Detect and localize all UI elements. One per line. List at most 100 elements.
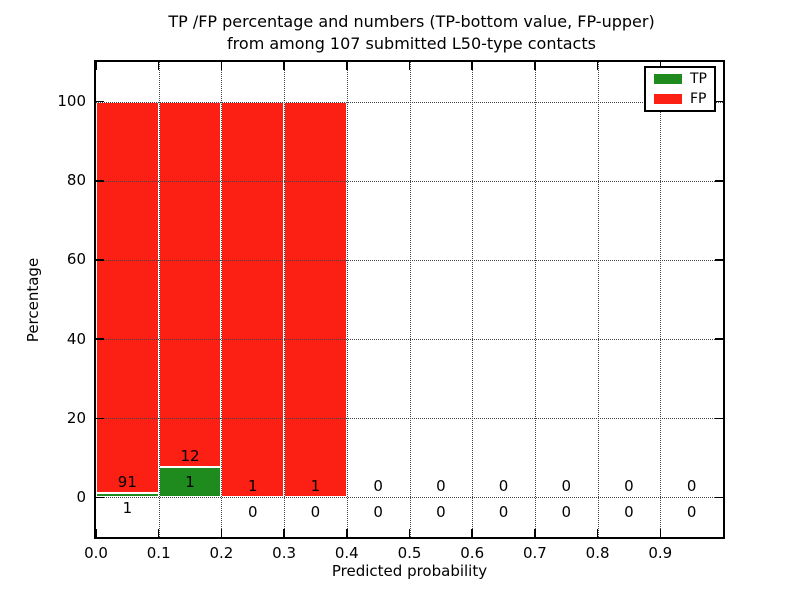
x-tick-mark-top	[95, 62, 97, 70]
chart-title-line1: TP /FP percentage and numbers (TP-bottom…	[168, 12, 655, 31]
tp-color-swatch	[654, 74, 682, 84]
gridline-y	[96, 101, 723, 103]
chart-title: TP /FP percentage and numbers (TP-bottom…	[96, 11, 727, 55]
y-tick-mark-right	[715, 259, 723, 261]
bar-fp-segment	[158, 101, 222, 467]
x-tick-label: 0.1	[146, 544, 171, 562]
x-tick-mark-top	[220, 62, 223, 70]
x-tick-mark	[95, 529, 97, 537]
fp-count-label: 0	[498, 477, 509, 496]
chart-title-line2: from among 107 submitted L50-type contac…	[227, 34, 596, 53]
fp-color-swatch	[654, 94, 682, 104]
legend: TP FP	[644, 66, 716, 112]
gridline-x	[346, 62, 348, 537]
gridline-x	[660, 62, 662, 537]
fp-count-label: 1	[247, 477, 258, 496]
y-tick-label: 100	[57, 92, 86, 111]
y-tick-mark	[96, 100, 104, 103]
y-tick-mark	[96, 259, 104, 261]
y-tick-mark-right	[715, 496, 723, 499]
fp-count-label: 0	[624, 477, 634, 496]
y-tick-label: 0	[76, 487, 86, 506]
x-tick-mark	[283, 529, 285, 537]
gridline-x	[221, 62, 223, 537]
y-tick-mark-right	[715, 417, 723, 419]
gridline-y	[96, 180, 723, 182]
x-tick-label: 0.4	[334, 544, 359, 562]
fp-count-label: 12	[180, 446, 200, 465]
x-tick-label: 0.5	[397, 544, 422, 562]
gridline-x	[597, 62, 599, 537]
y-tick-mark-right	[715, 338, 723, 340]
x-tick-mark	[346, 529, 348, 537]
y-tick-mark-right	[715, 100, 723, 103]
tp-count-label: 0	[373, 503, 383, 522]
tp-count-label: 0	[686, 503, 697, 522]
fp-count-label: 91	[117, 473, 137, 492]
x-tick-label: 0.9	[648, 544, 673, 562]
y-tick-mark	[96, 338, 104, 340]
bar-fp-segment	[284, 101, 347, 498]
y-tick-mark-right	[715, 180, 723, 182]
x-tick-mark	[471, 529, 473, 537]
tp-count-label: 0	[624, 503, 634, 522]
tp-count-label: 0	[436, 503, 446, 522]
y-tick-mark	[96, 180, 104, 182]
legend-entry-tp: TP	[654, 72, 714, 86]
gridline-y	[96, 259, 723, 261]
x-tick-mark	[659, 529, 662, 537]
tp-count-label: 0	[247, 503, 258, 522]
x-tick-mark-top	[596, 62, 599, 70]
y-tick-mark	[96, 417, 104, 419]
y-tick-label: 80	[66, 171, 86, 190]
legend-label-tp: TP	[690, 71, 707, 87]
x-tick-mark-top	[346, 62, 348, 70]
y-tick-label: 20	[66, 408, 86, 427]
x-tick-label: 0.2	[209, 544, 234, 562]
x-axis-label: Predicted probability	[331, 562, 488, 580]
fp-count-label: 0	[436, 477, 446, 496]
x-tick-mark-top	[283, 62, 285, 70]
y-tick-label: 60	[66, 250, 86, 269]
x-tick-mark-top	[471, 62, 473, 70]
plot-canvas: 91 1 12 1 1 0 1 0 0 0 0 0 0 0 0 0 0 0 0 0	[95, 62, 723, 537]
y-tick-label: 40	[66, 329, 86, 348]
legend-entry-fp: FP	[654, 92, 714, 106]
bar-tp-segment	[158, 466, 222, 498]
gridline-x	[284, 62, 286, 537]
tp-count-label: 1	[185, 472, 195, 491]
gridline-y	[96, 418, 723, 420]
fp-count-label: 1	[310, 477, 321, 496]
bar-fp-segment	[221, 101, 285, 498]
x-tick-mark	[534, 529, 536, 537]
legend-label-fp: FP	[690, 91, 707, 107]
tp-count-label: 0	[310, 503, 321, 522]
gridline-x	[472, 62, 474, 537]
gridline-x	[534, 62, 536, 537]
fp-count-label: 0	[686, 477, 697, 496]
plot-area: 91 1 12 1 1 0 1 0 0 0 0 0 0 0 0 0 0 0 0 0	[94, 60, 725, 539]
x-tick-label: 0.3	[272, 544, 297, 562]
x-tick-label: 0.8	[585, 544, 610, 562]
x-tick-label: 0.7	[522, 544, 547, 562]
gridline-x	[409, 62, 411, 537]
tp-count-label: 0	[498, 503, 509, 522]
x-tick-mark	[157, 529, 160, 537]
x-tick-mark-top	[408, 62, 411, 70]
bar-tp-segment	[96, 493, 159, 498]
bar-fp-segment	[96, 101, 159, 494]
x-tick-mark-top	[534, 62, 536, 70]
x-tick-mark	[220, 529, 223, 537]
y-tick-mark	[96, 496, 104, 499]
x-tick-mark-top	[157, 62, 160, 70]
fp-count-label: 0	[561, 477, 572, 496]
tp-count-label: 1	[122, 498, 133, 517]
x-tick-label: 0.6	[460, 544, 485, 562]
gridline-y	[96, 339, 723, 341]
gridline-x	[158, 62, 160, 537]
tp-count-label: 0	[561, 503, 572, 522]
gridline-y	[96, 497, 723, 499]
x-tick-mark	[408, 529, 411, 537]
x-tick-mark	[596, 529, 599, 537]
